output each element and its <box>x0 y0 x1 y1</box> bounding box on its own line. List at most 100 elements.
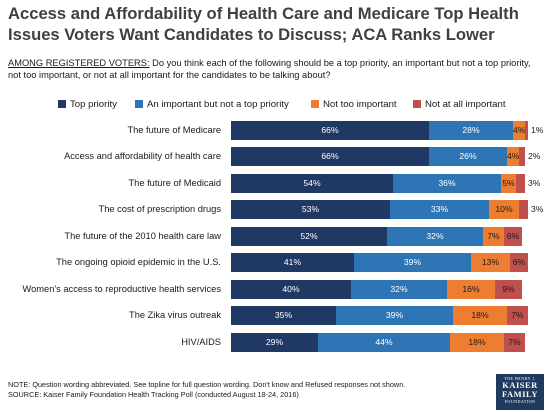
bar-segment-important <box>390 200 489 219</box>
kff-logo: THE HENRY J. KAISER FAMILY FOUNDATION <box>496 374 544 410</box>
data-label: 32% <box>390 283 408 294</box>
data-label: 10% <box>495 204 513 214</box>
bar-segment-top-priority <box>231 173 393 193</box>
data-label: 4% <box>507 151 520 161</box>
bar-segment-not-too <box>513 120 525 140</box>
legend-label: An important but not a top priority <box>147 98 289 110</box>
bar-segment-not-too <box>507 147 519 166</box>
data-label: 18% <box>471 310 489 320</box>
data-label: 44% <box>375 336 393 347</box>
data-label: 1% <box>531 124 544 135</box>
data-label: 41% <box>283 257 302 267</box>
data-label: 7% <box>511 310 524 320</box>
data-label: 32% <box>426 230 444 241</box>
data-label: 40% <box>282 283 300 294</box>
legend-item-top-priority: Top priority <box>58 98 117 110</box>
legend-label: Top priority <box>70 98 117 110</box>
data-label: 28% <box>462 124 480 135</box>
legend-label: Not too important <box>323 98 397 110</box>
data-label: 2% <box>528 151 541 161</box>
bar-segment-top-priority <box>231 253 354 272</box>
category-label: The ongoing opioid epidemic in the U.S. <box>56 257 221 267</box>
bar-segment-not-at-all <box>504 332 525 352</box>
data-label: 9% <box>502 283 515 294</box>
bar-segment-not-too <box>483 226 504 246</box>
legend-item-important: An important but not a top priority <box>135 98 289 110</box>
bar-segment-not-at-all <box>519 200 528 219</box>
legend-swatch <box>58 100 66 108</box>
legend-item-not-too-important: Not too important <box>311 98 397 110</box>
data-label: 6% <box>506 230 520 241</box>
footer-source: SOURCE: Kaiser Family Foundation Health … <box>8 390 299 399</box>
question-scope: AMONG REGISTERED VOTERS: <box>8 58 150 68</box>
chart-title: Access and Affordability of Health Care … <box>8 4 519 44</box>
bar-segment-important <box>336 306 453 325</box>
bar-segment-important <box>387 226 483 246</box>
data-label: 7% <box>508 336 521 347</box>
category-label: Women's access to reproductive health se… <box>22 283 221 294</box>
logo-line-2a: KAISER <box>502 380 538 390</box>
data-label: 54% <box>303 177 321 188</box>
bar-segment-not-too <box>489 200 519 219</box>
bar-segment-not-at-all <box>507 306 528 325</box>
bar-segment-top-priority <box>231 147 429 166</box>
bar-segment-important <box>351 279 447 299</box>
bar-segment-not-too <box>453 306 507 325</box>
data-label: 39% <box>385 310 404 320</box>
category-label: The Zika virus outreak <box>129 310 221 320</box>
data-label: 3% <box>531 204 544 214</box>
data-label: 36% <box>438 177 456 188</box>
bar-segment-not-too <box>471 253 510 272</box>
data-label: 6% <box>512 257 526 267</box>
logo-line-2b: FAMILY <box>501 389 539 399</box>
legend-swatch <box>135 100 143 108</box>
category-label: The future of the 2010 health care law <box>64 230 221 241</box>
bar-segment-top-priority <box>231 332 318 352</box>
footer: NOTE: Question wording abbreviated. See … <box>8 380 478 400</box>
bar-segment-not-too <box>450 332 504 352</box>
bar-segment-top-priority <box>231 200 390 219</box>
bar-segment-not-at-all <box>519 147 525 166</box>
bar-segment-not-at-all <box>495 279 522 299</box>
bar-segment-not-at-all <box>516 173 525 193</box>
logo-line-1: THE HENRY J. <box>504 376 536 381</box>
data-label: 53% <box>301 204 320 214</box>
bar-segment-important <box>354 253 471 272</box>
data-label: 13% <box>481 257 500 267</box>
data-label: 35% <box>274 310 293 320</box>
category-label: The cost of prescription drugs <box>98 204 221 214</box>
legend-swatch <box>413 100 421 108</box>
data-label: 66% <box>321 124 339 135</box>
data-label: 7% <box>487 230 500 241</box>
bar-segment-not-too <box>447 279 495 299</box>
data-label: 18% <box>468 336 486 347</box>
bar-segment-not-too <box>501 173 516 193</box>
category-label: The future of Medicare <box>127 124 221 135</box>
data-label: 39% <box>403 257 422 267</box>
logo-line-3: FOUNDATION <box>504 399 536 404</box>
data-label: 52% <box>300 230 318 241</box>
category-label: The future of Medicaid <box>128 177 221 188</box>
legend-label: Not at all important <box>425 98 506 110</box>
data-label: 26% <box>459 151 477 161</box>
bar-segment-important <box>318 332 450 352</box>
data-label: 5% <box>502 177 515 188</box>
bar-segment-not-at-all <box>504 226 522 246</box>
data-label: 29% <box>265 336 284 347</box>
bar-segment-not-at-all <box>510 253 528 272</box>
question-body: Do you think each of the following shoul… <box>8 58 531 80</box>
bar-segment-important <box>393 173 501 193</box>
bar-segment-top-priority <box>231 279 351 299</box>
legend-item-not-at-all-important: Not at all important <box>413 98 506 110</box>
data-label: 33% <box>430 204 449 214</box>
data-label: 3% <box>528 177 541 188</box>
legend-swatch <box>311 100 319 108</box>
bar-segment-top-priority <box>231 120 429 140</box>
bar-segment-not-at-all <box>525 120 528 140</box>
bar-segment-important <box>429 147 507 166</box>
data-label: 4% <box>513 124 526 135</box>
footer-note: NOTE: Question wording abbreviated. See … <box>8 380 406 389</box>
bar-segment-important <box>429 120 513 140</box>
bar-segment-top-priority <box>231 226 387 246</box>
